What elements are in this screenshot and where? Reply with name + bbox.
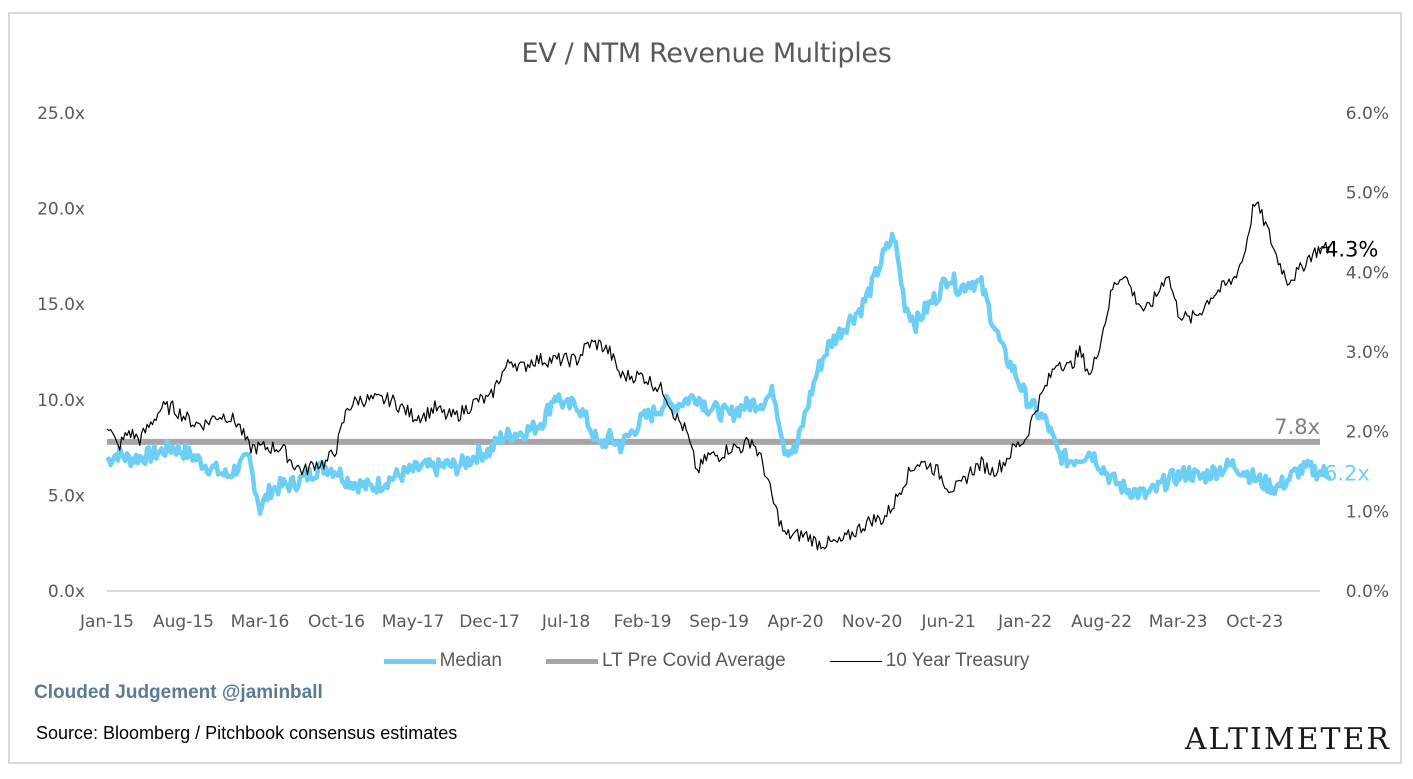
x-tick-label: Mar-16 bbox=[231, 612, 290, 632]
y-tick-label: 15.0x bbox=[37, 295, 85, 315]
chart-title: EV / NTM Revenue Multiples bbox=[521, 38, 892, 69]
source-note: Source: Bloomberg / Pitchbook consensus … bbox=[36, 723, 458, 743]
y2-tick-label: 5.0% bbox=[1346, 184, 1389, 204]
legend-swatch-lt-average bbox=[545, 658, 598, 664]
end-label-treasury: 4.3% bbox=[1325, 237, 1378, 261]
x-tick-label: May-17 bbox=[382, 612, 445, 632]
x-tick-label: Sep-19 bbox=[689, 612, 749, 632]
series-10-year-treasury bbox=[106, 201, 1330, 551]
end-label-median: 6.2x bbox=[1324, 461, 1370, 485]
x-tick-label: Dec-17 bbox=[459, 612, 520, 632]
x-axis: Jan-15 Aug-15 Mar-16 Oct-16 May-17 Dec-17 Jul-… bbox=[79, 612, 1283, 632]
right-axis: 0.0% 1.0% 2.0% 3.0% 4.0% 5.0% 6.0% bbox=[1346, 104, 1389, 602]
x-tick-label: Aug-22 bbox=[1071, 612, 1132, 632]
x-tick-label: Apr-20 bbox=[768, 612, 824, 632]
x-tick-label: Nov-20 bbox=[842, 612, 903, 632]
x-tick-label: Mar-23 bbox=[1149, 612, 1208, 632]
left-axis: 0.0x 5.0x 10.0x 15.0x 20.0x 25.0x bbox=[37, 104, 85, 602]
y2-tick-label: 4.0% bbox=[1346, 263, 1389, 283]
series-layer bbox=[105, 201, 1332, 551]
y2-tick-label: 2.0% bbox=[1346, 423, 1389, 443]
x-tick-label: Jan-15 bbox=[79, 612, 134, 632]
y-tick-label: 10.0x bbox=[37, 391, 85, 411]
legend-swatch-treasury bbox=[829, 660, 882, 662]
x-tick-label: Jun-21 bbox=[920, 612, 975, 632]
legend-label-median: Median bbox=[439, 650, 502, 671]
end-label-lt-average: 7.8x bbox=[1274, 415, 1320, 439]
legend-item-treasury[interactable]: 10 Year Treasury bbox=[829, 650, 1030, 672]
y2-tick-label: 6.0% bbox=[1346, 104, 1389, 124]
x-tick-label: Aug-15 bbox=[153, 612, 214, 632]
logo-text: ALTIMETER bbox=[1184, 722, 1391, 757]
legend-label-treasury: 10 Year Treasury bbox=[885, 650, 1030, 671]
x-tick-label: Oct-16 bbox=[308, 612, 365, 632]
end-labels: 6.2x7.8x 4.3% bbox=[1274, 237, 1378, 485]
y-tick-label: 20.0x bbox=[37, 200, 85, 220]
brand-credit: Clouded Judgement @jaminball bbox=[34, 682, 323, 703]
y-tick-label: 25.0x bbox=[37, 104, 85, 124]
legend-item-median[interactable]: Median bbox=[383, 650, 502, 672]
altimeter-logo: ALTIMETER bbox=[1185, 722, 1391, 757]
legend-swatch-median bbox=[383, 658, 436, 664]
chart-frame bbox=[8, 12, 1402, 764]
x-tick-label: Jan-22 bbox=[997, 612, 1052, 632]
y2-tick-label: 0.0% bbox=[1346, 582, 1389, 602]
y2-tick-label: 1.0% bbox=[1346, 502, 1389, 522]
y-tick-label: 5.0x bbox=[48, 486, 85, 506]
series-median bbox=[105, 231, 1332, 516]
x-tick-label: Feb-19 bbox=[614, 612, 672, 632]
x-tick-label: Oct-23 bbox=[1226, 612, 1283, 632]
legend-item-lt-average[interactable]: LT Pre Covid Average bbox=[545, 650, 786, 672]
y-tick-label: 0.0x bbox=[48, 582, 85, 602]
legend: Median LT Pre Covid Average 10 Year Trea… bbox=[0, 650, 1413, 672]
y2-tick-label: 3.0% bbox=[1346, 343, 1389, 363]
legend-label-lt-average: LT Pre Covid Average bbox=[601, 650, 786, 671]
x-tick-label: Jul-18 bbox=[541, 612, 590, 632]
